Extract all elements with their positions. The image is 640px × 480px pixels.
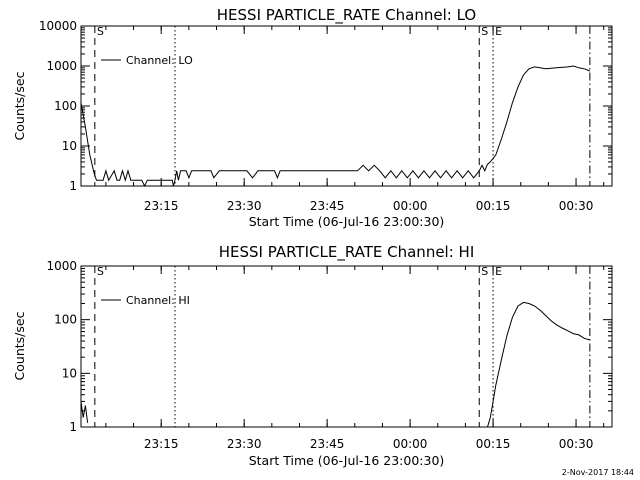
x-tick-label: 23:15: [144, 437, 179, 451]
y-tick-label: 1000: [46, 59, 77, 73]
y-tick-label: 100: [54, 99, 77, 113]
x-tick-label: 00:15: [476, 437, 511, 451]
chart-title: HESSI PARTICLE_RATE Channel: HI: [219, 243, 475, 262]
plot-frame: [80, 265, 613, 428]
y-tick-label: 100: [54, 313, 77, 327]
x-tick-label: 00:30: [559, 199, 594, 213]
marker-label: S: [97, 25, 104, 38]
plot-frame: [80, 25, 613, 187]
y-tick-label: 1000: [46, 259, 77, 273]
marker-label: E: [495, 25, 502, 38]
x-tick-label: 23:15: [144, 199, 179, 213]
x-tick-label: 00:00: [393, 199, 428, 213]
y-tick-label: 1: [69, 420, 77, 434]
chart-panel-0: HESSI PARTICLE_RATE Channel: LO 1 10 100 100…: [12, 6, 613, 229]
y-tick-label: 10000: [39, 19, 77, 33]
y-axis-label: Counts/sec: [12, 311, 27, 380]
chart-title: HESSI PARTICLE_RATE Channel: LO: [217, 6, 476, 25]
x-tick-label: 00:30: [559, 437, 594, 451]
x-tick-label: 23:30: [227, 437, 262, 451]
x-tick-label: 00:15: [476, 199, 511, 213]
y-tick-label: 10: [62, 366, 77, 380]
x-tick-label: 23:45: [310, 199, 345, 213]
y-tick-label: 1: [69, 179, 77, 193]
x-tick-label: 23:30: [227, 199, 262, 213]
x-tick-label: 23:45: [310, 437, 345, 451]
marker-label: S: [481, 265, 488, 278]
series-line: [487, 301, 591, 428]
series-line: [80, 65, 591, 188]
marker-label: S: [97, 265, 104, 278]
marker-label: E: [495, 265, 502, 278]
series-line: [80, 401, 89, 423]
y-tick-label: 10: [62, 139, 77, 153]
y-axis-label: Counts/sec: [12, 71, 27, 140]
legend-label: Channel: LO: [126, 54, 193, 67]
legend-label: Channel: HI: [126, 294, 190, 307]
x-axis-label: Start Time (06-Jul-16 23:00:30): [249, 453, 445, 468]
x-tick-label: 00:00: [393, 437, 428, 451]
generation-timestamp: 2-Nov-2017 18:44: [561, 468, 634, 477]
marker-label: S: [481, 25, 488, 38]
chart-panel-1: HESSI PARTICLE_RATE Channel: HI 1 10 100 100…: [12, 243, 613, 468]
x-axis-label: Start Time (06-Jul-16 23:00:30): [249, 214, 445, 229]
